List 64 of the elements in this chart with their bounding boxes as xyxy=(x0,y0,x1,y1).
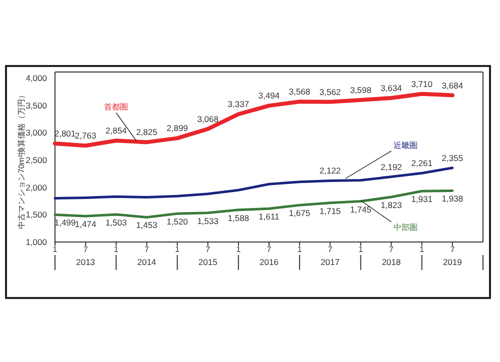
y-tick-label: 1,000 xyxy=(26,237,48,247)
data-label: 1,938 xyxy=(442,194,464,204)
y-tick-label: 2,500 xyxy=(26,155,48,165)
text: 2015 xyxy=(198,257,218,267)
data-label: 3,684 xyxy=(442,80,464,90)
x-tick-label: 7 xyxy=(389,245,394,254)
text: 近畿圏 xyxy=(393,140,418,150)
data-label: 1,745 xyxy=(350,204,372,214)
data-label: 3,068 xyxy=(197,114,219,124)
data-label: 1,931 xyxy=(411,194,433,204)
data-label: 1,453 xyxy=(136,220,158,230)
data-label: 2,763 xyxy=(74,130,96,141)
y-tick-label: 3,500 xyxy=(26,100,48,110)
data-label: 1,533 xyxy=(197,216,219,226)
data-label: 2,825 xyxy=(136,127,158,138)
x-tick-label: 7 xyxy=(328,245,333,254)
text: 2018 xyxy=(382,257,402,267)
x-tick-label: 1 xyxy=(297,245,302,254)
x-tick-label: 1 xyxy=(420,245,425,254)
data-label: 2,192 xyxy=(380,162,402,172)
x-tick-label: 7 xyxy=(266,245,272,254)
data-label: 2,801 xyxy=(54,128,76,139)
text: 2019 xyxy=(442,257,462,267)
data-label: 1,520 xyxy=(166,216,188,227)
data-label: 1,503 xyxy=(106,218,128,228)
text: 2016 xyxy=(260,257,279,267)
text: 中部圏 xyxy=(393,222,418,232)
y-tick-label: 1,500 xyxy=(26,210,48,220)
y-tick-label: 2,000 xyxy=(26,182,48,192)
x-tick-label: 1 xyxy=(114,245,119,254)
data-label: 2,261 xyxy=(411,158,433,168)
x-tick-label: 1 xyxy=(358,245,364,254)
data-label: 2,122 xyxy=(320,166,342,176)
data-label: 1,823 xyxy=(380,200,402,210)
data-label: 3,568 xyxy=(288,86,310,97)
data-label: 1,499 xyxy=(54,218,76,228)
x-tick-label: 7 xyxy=(450,245,456,254)
data-label: 1,588 xyxy=(228,212,250,223)
data-label: 1,474 xyxy=(74,219,96,230)
data-label: 3,634 xyxy=(380,83,402,94)
text: 2014 xyxy=(137,257,156,267)
data-label: 1,715 xyxy=(320,206,342,216)
text: 2013 xyxy=(76,257,96,267)
x-tick-label: 1 xyxy=(175,245,180,254)
data-label: 3,494 xyxy=(258,90,280,101)
data-label: 2,899 xyxy=(166,123,188,134)
data-label: 1,611 xyxy=(258,212,280,222)
data-label: 3,562 xyxy=(320,86,342,97)
data-label: 1,675 xyxy=(288,208,310,218)
data-label: 3,710 xyxy=(411,78,433,89)
y-axis-title: 中古マンション70m²換算価格（万円） xyxy=(17,90,26,230)
x-tick-label: 7 xyxy=(83,245,88,254)
x-tick-label: 7 xyxy=(144,245,150,254)
x-tick-label: 1 xyxy=(52,245,58,254)
x-tick-label: 7 xyxy=(206,245,211,254)
data-label: 3,598 xyxy=(350,84,372,95)
y-tick-label: 4,000 xyxy=(26,73,48,83)
data-label: 3,337 xyxy=(228,99,250,110)
text: 2017 xyxy=(320,257,340,267)
data-label: 2,355 xyxy=(442,152,464,163)
y-tick-label: 3,000 xyxy=(26,128,48,138)
text: 首都圏 xyxy=(104,102,128,112)
x-tick-label: 1 xyxy=(236,245,242,254)
data-label: 2,854 xyxy=(106,126,128,136)
